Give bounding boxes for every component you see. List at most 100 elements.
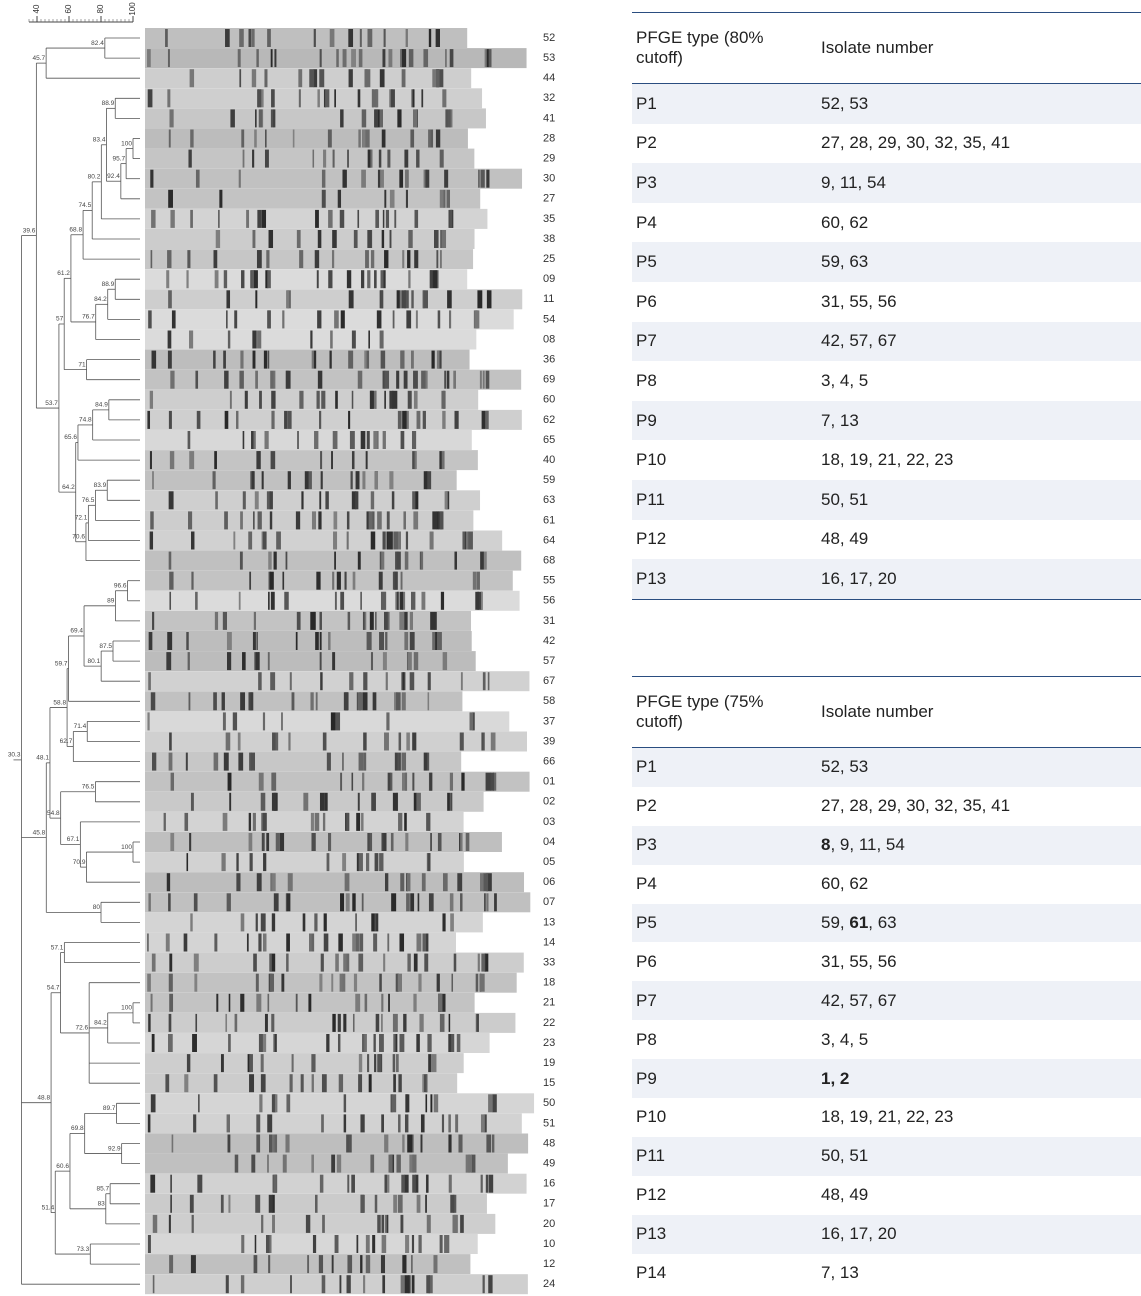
gel-band: [356, 813, 360, 831]
gel-band: [248, 29, 251, 47]
table-cell: 18, 19, 21, 22, 23: [817, 440, 1141, 480]
gel-band: [358, 692, 362, 710]
gel-band: [396, 692, 401, 710]
gel-band: [272, 913, 274, 931]
gel-band: [151, 692, 155, 710]
gel-band: [320, 1175, 323, 1193]
table-cell: 50, 51: [817, 1137, 1141, 1176]
gel-band: [191, 793, 194, 811]
gel-band: [263, 853, 266, 871]
gel-band: [450, 210, 453, 228]
gel-band: [422, 873, 426, 891]
gel-band: [362, 130, 365, 148]
gel-band: [350, 431, 355, 449]
gel-band: [444, 1235, 449, 1253]
gel-band: [320, 632, 322, 650]
gel-band: [268, 652, 270, 670]
gel-band: [263, 712, 265, 730]
gel-band: [322, 170, 325, 188]
gel-band: [310, 331, 312, 349]
gel-band: [284, 411, 287, 429]
gel-band: [169, 753, 173, 771]
gel-band: [447, 371, 450, 389]
gel-band: [391, 893, 396, 911]
gel-band: [416, 310, 418, 328]
gel-band: [355, 491, 358, 509]
gel-band: [261, 1074, 265, 1092]
gel-band: [487, 49, 489, 67]
gel-band: [296, 511, 300, 529]
gel-band: [324, 913, 327, 931]
table-cell: 3, 4, 5: [817, 1020, 1141, 1059]
gel-band: [480, 552, 484, 570]
gel-band: [405, 1094, 409, 1112]
node-similarity: 48.8: [37, 1094, 50, 1101]
gel-band: [148, 1114, 151, 1132]
isolate-label: 04: [543, 836, 555, 848]
gel-band: [247, 934, 249, 952]
gel-band: [439, 451, 441, 469]
gel-band: [382, 1235, 387, 1253]
gel-band: [404, 1175, 408, 1193]
node-similarity: 96.6: [114, 582, 127, 589]
gel-band: [168, 1034, 173, 1052]
gel-band: [490, 773, 494, 791]
gel-band: [380, 69, 385, 87]
gel-band: [234, 310, 237, 328]
scale-tick-label: 60: [64, 4, 73, 13]
gel-band: [411, 351, 414, 369]
table-row: P152, 53: [632, 84, 1141, 124]
gel-band: [327, 753, 331, 771]
gel-band: [167, 89, 170, 107]
gel-band: [284, 592, 288, 610]
isolate-label: 11: [543, 293, 554, 305]
gel-band: [450, 49, 454, 67]
gel-band: [413, 511, 418, 529]
gel-band: [262, 471, 264, 489]
gel-band: [290, 1275, 292, 1293]
gel-band: [224, 371, 228, 389]
gel-band: [352, 934, 356, 952]
gel-band: [196, 170, 200, 188]
gel-band: [239, 170, 241, 188]
gel-lane: [145, 631, 472, 651]
gel-band: [213, 471, 216, 489]
gel-band: [195, 592, 198, 610]
gel-band: [299, 391, 303, 409]
table-cell: 3, 4, 5: [817, 361, 1141, 401]
gel-lane: [145, 973, 517, 993]
gel-band: [425, 1094, 427, 1112]
gel-band: [287, 411, 291, 429]
gel-band: [362, 893, 364, 911]
gel-band: [357, 210, 359, 228]
gel-band: [433, 270, 437, 288]
gel-band: [411, 1255, 413, 1273]
gel-band: [367, 632, 371, 650]
gel-band: [169, 954, 172, 972]
gel-band: [406, 532, 408, 550]
gel-band: [314, 29, 316, 47]
gel-band: [448, 1135, 451, 1153]
cell-run: , 9, 11, 54: [830, 835, 904, 854]
gel-band: [197, 411, 201, 429]
gel-band: [230, 391, 232, 409]
gel-band: [356, 471, 360, 489]
gel-band: [271, 1014, 274, 1032]
gel-band: [169, 411, 172, 429]
gel-band: [255, 1235, 257, 1253]
gel-band: [249, 572, 251, 590]
isolate-label: 17: [543, 1198, 555, 1210]
gel-band: [228, 773, 232, 791]
gel-band: [412, 1275, 415, 1293]
gel-band: [251, 1155, 255, 1173]
gel-band: [333, 532, 337, 550]
gel-band: [240, 552, 243, 570]
gel-band: [148, 893, 150, 911]
gel-band: [384, 1175, 387, 1193]
gel-band: [347, 1275, 351, 1293]
table-cell: 27, 28, 29, 30, 32, 35, 41: [817, 124, 1141, 164]
gel-band: [319, 612, 321, 630]
gel-band: [299, 89, 301, 107]
gel-band: [438, 310, 441, 328]
gel-band: [306, 1215, 310, 1233]
